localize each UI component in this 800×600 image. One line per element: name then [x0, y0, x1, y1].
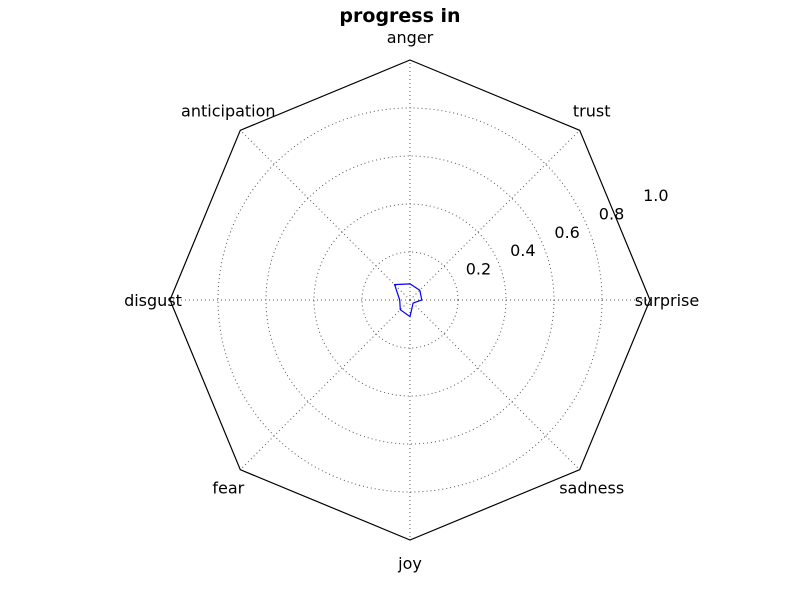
category-label-anticipation: anticipation [181, 101, 276, 120]
category-label-fear: fear [212, 479, 244, 498]
spoke-sadness [409, 299, 581, 471]
r-tick-label-5: 1.0 [643, 186, 668, 205]
spoke-trust [409, 129, 581, 301]
r-tick-label-1: 0.2 [466, 260, 491, 279]
category-label-sadness: sadness [559, 479, 624, 498]
spoke-anticipation [239, 129, 411, 301]
series-layer [393, 283, 423, 318]
series-line-1 [393, 283, 423, 318]
category-label-disgust: disgust [124, 291, 182, 310]
r-tick-label-3: 0.6 [554, 223, 579, 242]
category-label-anger: anger [387, 28, 434, 47]
label-layer: anger trust surprise sadness joy fear disgust a… [124, 28, 699, 573]
category-label-surprise: surprise [635, 291, 699, 310]
category-label-trust: trust [573, 101, 611, 120]
grid-layer [170, 60, 650, 540]
spoke-fear [239, 299, 411, 471]
r-tick-label-2: 0.4 [510, 241, 535, 260]
r-tick-label-4: 0.8 [599, 205, 624, 224]
category-label-joy: joy [397, 554, 422, 573]
chart-title: progress in [339, 5, 460, 27]
frame-layer [169, 59, 651, 541]
radar-frame [169, 59, 651, 541]
